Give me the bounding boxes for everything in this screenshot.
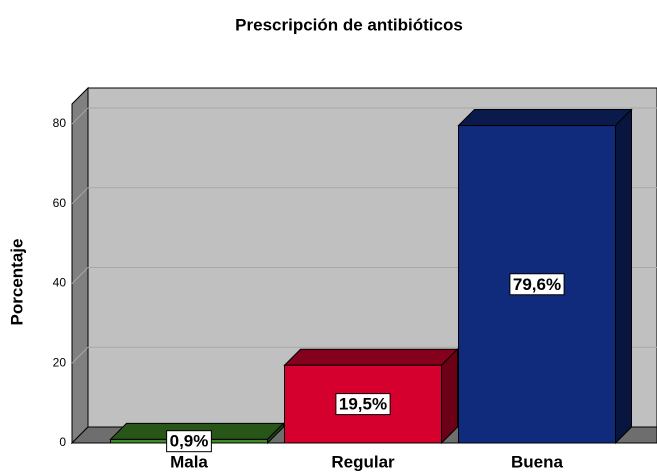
bar-top bbox=[283, 348, 459, 366]
bar-side bbox=[441, 348, 458, 445]
grid-line bbox=[71, 187, 89, 205]
grid-line bbox=[71, 107, 89, 125]
value-label-box bbox=[166, 430, 212, 453]
y-axis-label: Porcentaje bbox=[7, 239, 26, 326]
value-label: 79,6% bbox=[513, 275, 561, 294]
value-label-box bbox=[335, 393, 391, 416]
chart-title: Prescripción de antibióticos bbox=[235, 15, 463, 34]
x-tick-label: Buena bbox=[511, 452, 564, 471]
y-tick-label: 20 bbox=[53, 355, 67, 369]
value-label: 19,5% bbox=[339, 395, 387, 414]
bar-top bbox=[457, 109, 633, 127]
y-tick-label: 60 bbox=[53, 196, 67, 210]
value-label: 0,9% bbox=[170, 432, 209, 451]
y-tick-label: 80 bbox=[53, 116, 67, 130]
bar-side bbox=[615, 108, 632, 445]
x-tick-label: Regular bbox=[331, 452, 395, 471]
grid-line bbox=[71, 346, 89, 364]
y-tick-label: 0 bbox=[59, 435, 66, 449]
grid-line bbox=[71, 267, 89, 284]
side-wall bbox=[71, 86, 89, 445]
value-label-box bbox=[509, 273, 565, 296]
x-tick-label: Mala bbox=[170, 452, 208, 471]
y-tick-label: 40 bbox=[53, 276, 67, 290]
